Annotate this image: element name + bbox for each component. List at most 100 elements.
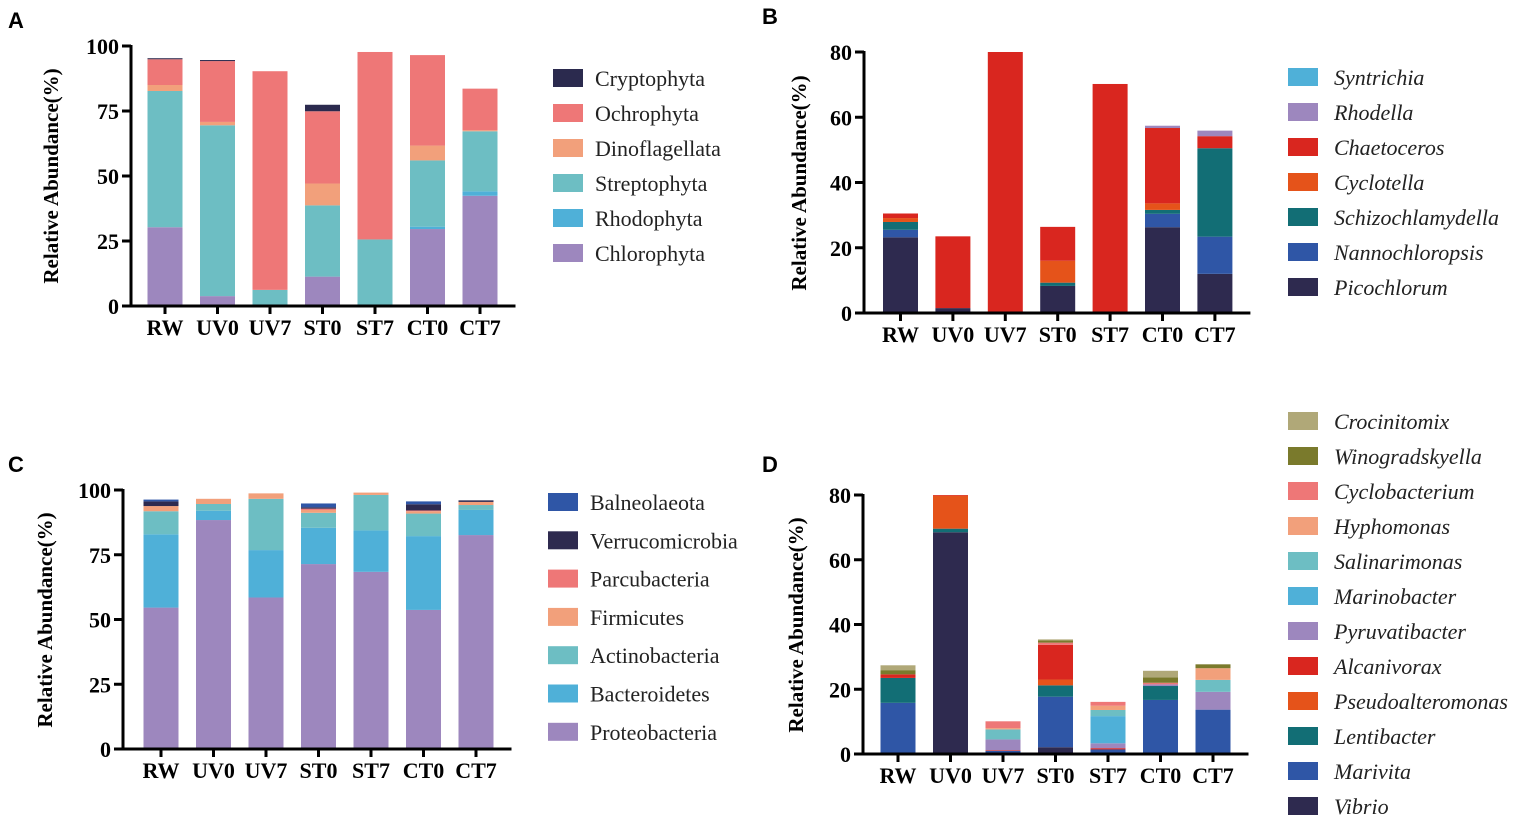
bar-segment [458, 535, 494, 749]
bar-segment [933, 495, 968, 496]
bar-segment [196, 503, 231, 511]
legend-label: Cyclobacterium [1334, 479, 1475, 504]
legend-swatch [1288, 762, 1318, 780]
legend-swatch [553, 139, 583, 157]
bar-segment [985, 739, 1021, 751]
legend-label: Verrucomicrobia [590, 528, 738, 553]
y-tick-label: 75 [97, 99, 119, 124]
bar-segment [1143, 684, 1178, 687]
legend-swatch [1288, 447, 1318, 465]
legend-swatch [553, 174, 583, 192]
legend-swatch [553, 244, 583, 262]
x-tick-label: CT7 [455, 758, 497, 783]
bar-segment [883, 237, 918, 313]
x-tick-label: RW [142, 758, 179, 783]
legend-label: Ochrophyta [595, 101, 699, 126]
legend-swatch [1288, 482, 1318, 500]
legend-swatch [548, 493, 578, 511]
bar-segment [301, 508, 336, 510]
x-tick-label: UV0 [932, 322, 975, 347]
bar-segment [147, 85, 183, 91]
bar-segment [1090, 743, 1126, 749]
bar-segment [883, 213, 918, 219]
x-tick-label: ST7 [352, 758, 390, 783]
legend-label: Cryptophyta [595, 66, 705, 91]
bar-segment [147, 227, 183, 306]
bar-segment [252, 71, 288, 290]
legend-swatch [548, 607, 578, 626]
bar-segment [462, 130, 498, 132]
bar-segment [147, 58, 183, 60]
legend-swatch [1288, 208, 1318, 226]
legend-swatch [1288, 692, 1318, 710]
x-tick-label: RW [146, 315, 183, 340]
y-tick-label: 60 [830, 105, 852, 130]
bar-segment [1038, 685, 1073, 697]
bar-segment [200, 296, 235, 306]
x-tick-label: CT7 [1194, 322, 1236, 347]
bar-segment [1197, 236, 1233, 274]
y-tick-label: 80 [830, 40, 852, 65]
bar-segment [1143, 699, 1178, 754]
bar-segment [406, 510, 441, 512]
bar-segment [143, 607, 179, 749]
bar-segment [462, 131, 498, 192]
bar-segment [1092, 83, 1128, 313]
y-tick-label: 20 [830, 236, 852, 261]
x-tick-label: UV0 [192, 758, 235, 783]
bar-segment [883, 221, 918, 230]
bar-segment [1143, 670, 1178, 678]
bar-segment [458, 501, 494, 506]
bar-segment [1040, 285, 1076, 313]
legend-label: Dinoflagellata [595, 136, 721, 161]
bar-segment [933, 532, 968, 754]
bar-segment [1197, 148, 1233, 237]
legend-label: Marinobacter [1333, 584, 1457, 609]
bar-segment [935, 308, 971, 313]
bar-segment [147, 90, 183, 228]
legend-swatch [1288, 278, 1318, 296]
bar-segment [1038, 644, 1073, 680]
bar-segment [985, 750, 1021, 751]
bar-segment [1090, 709, 1126, 717]
bar-segment [305, 276, 340, 306]
bar-segment [1090, 716, 1126, 744]
x-tick-label: CT7 [459, 315, 501, 340]
bar-segment [353, 494, 389, 531]
bar-segment [200, 61, 235, 122]
legend-swatch [1288, 173, 1318, 191]
bar-segment [1145, 227, 1180, 313]
x-tick-label: UV7 [245, 758, 288, 783]
bar-segment [1090, 705, 1126, 710]
y-tick-label: 0 [100, 737, 111, 762]
bar-segment [1197, 136, 1233, 149]
bar-segment [1195, 691, 1231, 710]
bar-segment [406, 513, 441, 537]
legend-label: Chaetoceros [1334, 135, 1444, 160]
bar-segment [353, 530, 389, 572]
y-tick-label: 50 [97, 164, 119, 189]
legend-swatch [548, 722, 578, 741]
legend-label: Nannochloropsis [1333, 240, 1484, 265]
legend-label: Pseudoalteromonas [1333, 689, 1508, 714]
y-tick-label: 0 [108, 294, 119, 319]
legend-swatch [1288, 587, 1318, 605]
bar-segment [406, 609, 441, 749]
y-axis-label: Relative Abundance(%) [33, 512, 57, 727]
bar-segment [143, 499, 179, 502]
bar-segment [1145, 209, 1180, 214]
y-tick-label: 80 [829, 483, 851, 508]
bar-segment [880, 674, 916, 678]
bar-segment [248, 550, 284, 598]
x-tick-label: ST0 [300, 758, 338, 783]
legend-label: Actinobacteria [590, 643, 720, 668]
legend-swatch [548, 569, 578, 588]
bar-segment [301, 509, 336, 513]
legend-label: Alcanivorax [1332, 654, 1442, 679]
legend-label: Balneolaeota [590, 490, 705, 515]
bar-segment [200, 121, 235, 126]
x-tick-label: CT0 [403, 758, 445, 783]
bar-segment [1038, 696, 1073, 748]
x-tick-label: RW [882, 322, 919, 347]
x-tick-label: UV0 [929, 763, 972, 788]
